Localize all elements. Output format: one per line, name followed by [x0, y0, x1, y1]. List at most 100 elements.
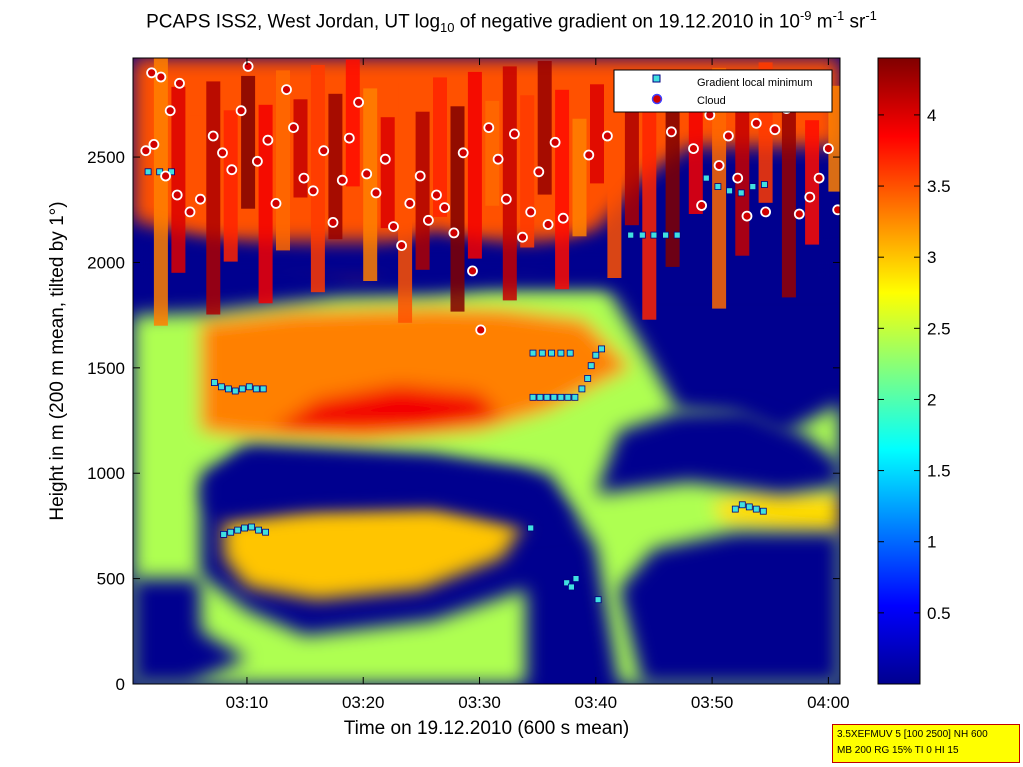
cloud-marker — [525, 206, 537, 218]
cloud-marker — [467, 265, 478, 277]
cloud-marker — [583, 149, 595, 161]
cloud-marker — [741, 210, 753, 222]
cloud-marker — [160, 170, 172, 182]
x-tick-label: 03:40 — [575, 693, 618, 712]
colorbar-tick-label: 1.5 — [927, 462, 951, 481]
cloud-streak — [310, 65, 325, 293]
cloud-marker — [602, 130, 613, 142]
gradient-minimum-marker — [592, 351, 600, 359]
gradient-minima-series — [144, 168, 768, 604]
cloud-streak — [607, 113, 622, 278]
y-tick-label: 500 — [97, 570, 125, 589]
gradient-minimum-marker — [564, 393, 572, 401]
cloud-marker — [235, 105, 247, 117]
hole-right-bottom — [619, 532, 840, 684]
gradient-minimum-marker — [262, 528, 270, 536]
gradient-minimum-marker — [557, 349, 565, 357]
gradient-minimum-marker — [548, 349, 555, 357]
gradient-minimum-marker — [557, 393, 565, 401]
stamp-line-1: 3.5XEFMUV 5 [100 2500] NH 600 — [837, 729, 988, 740]
cloud-marker — [281, 84, 292, 95]
cloud-streak — [502, 66, 517, 301]
gradient-minimum-marker — [759, 507, 767, 515]
gradient-minimum-marker — [578, 385, 586, 393]
cloud-marker — [732, 172, 744, 184]
cloud-marker — [549, 136, 561, 148]
hole-left-bottom — [133, 578, 247, 684]
cloud-marker — [500, 193, 512, 205]
cloud-streak — [805, 120, 820, 245]
cloud-marker — [492, 153, 504, 165]
settings-stamp: 3.5XEFMUV 5 [100 2500] NH 600 MB 200 RG … — [832, 724, 1020, 763]
gradient-minimum-marker — [662, 231, 669, 239]
gradient-minimum-marker — [210, 379, 218, 387]
cloud-marker — [288, 122, 299, 133]
cloud-marker — [298, 172, 310, 184]
cloud-marker — [760, 206, 771, 218]
cloud-streaks — [153, 58, 840, 326]
cloud-marker — [688, 143, 699, 155]
cloud-marker — [813, 172, 825, 184]
gradient-minimum-marker — [563, 579, 571, 587]
cloud-marker — [270, 197, 282, 209]
cloud-marker — [361, 168, 373, 180]
chart-title: PCAPS ISS2, West Jordan, UT log10 of neg… — [146, 8, 877, 36]
cloud-marker — [823, 143, 834, 155]
stamp-line-2: MB 200 RG 15% TI 0 HI 15 — [837, 745, 959, 756]
cloud-marker — [439, 202, 451, 214]
x-tick-label: 03:20 — [342, 693, 385, 712]
cloud-marker — [140, 145, 152, 157]
y-tick-label: 2500 — [87, 148, 125, 167]
cloud-marker — [226, 164, 238, 176]
cloud-marker — [174, 77, 185, 89]
cloud-streak — [688, 102, 703, 214]
colorbar-axis: 0.5 1 1.5 2 2.5 3 3.5 4 — [878, 106, 951, 623]
low-gradient-areas — [133, 209, 840, 684]
colorbar-tick-label: 0.5 — [927, 604, 951, 623]
gradient-minimum-marker — [761, 181, 768, 188]
gradient-minimum-marker — [231, 387, 239, 395]
colorbar-tick-label: 4 — [927, 106, 936, 125]
cloud-marker — [713, 160, 725, 171]
cloud-streak — [241, 75, 256, 209]
cloud-marker — [146, 67, 158, 79]
legend: Gradient local minimum Cloud — [613, 69, 833, 113]
gradient-minimum-marker — [702, 174, 710, 182]
gradient-minimum-marker — [745, 503, 753, 511]
field-core-upper — [270, 384, 503, 432]
gradient-minimum-marker — [594, 596, 602, 604]
cloud-marker — [207, 130, 219, 142]
gradient-minimum-marker — [638, 231, 646, 239]
gradient-minimum-marker — [566, 349, 574, 357]
cloud-marker — [475, 324, 487, 336]
cloud-streak — [485, 100, 500, 206]
cloud-marker — [164, 105, 176, 117]
cloud-marker — [557, 212, 569, 224]
heatmap-plot — [133, 58, 840, 684]
cloud-streak — [276, 70, 290, 251]
cloud-streak — [450, 106, 465, 312]
cloud-streak — [781, 91, 796, 298]
cloud-marker — [343, 132, 355, 144]
cloud-marker — [242, 61, 254, 72]
colorbar-tick-label: 2 — [927, 390, 936, 409]
legend-marker-minimum — [652, 74, 661, 83]
cloud-marker — [804, 191, 816, 203]
cloud-marker — [832, 204, 840, 216]
cloud-marker — [379, 153, 391, 165]
gradient-minimum-marker — [144, 168, 152, 176]
gradient-minimum-marker — [568, 583, 575, 591]
cloud-marker — [171, 189, 183, 201]
gradient-minimum-marker — [527, 524, 535, 532]
legend-marker-cloud — [651, 93, 663, 105]
x-tick-label: 03:30 — [458, 693, 501, 712]
cloud-marker — [666, 126, 677, 138]
y-tick-label: 1500 — [87, 359, 125, 378]
hole-right — [595, 410, 840, 495]
x-axis-label: Time on 19.12.2010 (600 s mean) — [343, 718, 630, 739]
cloud-marker — [750, 117, 762, 129]
cloud-marker — [396, 240, 408, 252]
cloud-marker — [517, 231, 528, 243]
gradient-minimum-marker — [749, 183, 757, 191]
cloud-streak — [258, 104, 273, 304]
